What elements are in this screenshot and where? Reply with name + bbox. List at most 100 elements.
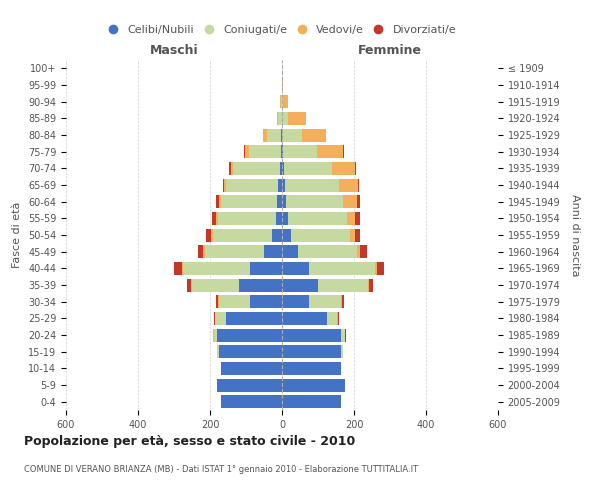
Bar: [341, 345, 343, 358]
Bar: [283, 145, 317, 158]
Bar: [368, 278, 370, 291]
Bar: [230, 162, 233, 175]
Bar: [216, 195, 219, 208]
Bar: [282, 162, 284, 175]
Bar: [226, 312, 282, 325]
Bar: [282, 128, 302, 141]
Bar: [282, 312, 327, 325]
Bar: [198, 245, 203, 258]
Bar: [203, 245, 205, 258]
Bar: [217, 345, 219, 358]
Bar: [282, 328, 341, 342]
Bar: [226, 178, 278, 192]
Bar: [280, 162, 282, 175]
Bar: [282, 295, 309, 308]
Bar: [272, 228, 282, 241]
Bar: [298, 245, 357, 258]
Bar: [282, 262, 309, 275]
Bar: [221, 395, 282, 408]
Bar: [282, 195, 286, 208]
Y-axis label: Fasce di età: Fasce di età: [13, 202, 22, 268]
Bar: [286, 195, 343, 208]
Bar: [212, 212, 216, 225]
Bar: [282, 112, 289, 125]
Text: Popolazione per età, sesso e stato civile - 2010: Popolazione per età, sesso e stato civil…: [24, 435, 355, 448]
Bar: [264, 245, 282, 258]
Bar: [219, 345, 282, 358]
Bar: [309, 295, 341, 308]
Bar: [355, 212, 361, 225]
Bar: [239, 278, 282, 291]
Bar: [183, 262, 250, 275]
Bar: [224, 178, 226, 192]
Bar: [221, 195, 277, 208]
Bar: [283, 95, 288, 108]
Bar: [285, 178, 339, 192]
Bar: [282, 395, 341, 408]
Bar: [277, 112, 278, 125]
Bar: [221, 362, 282, 375]
Bar: [309, 262, 374, 275]
Bar: [282, 378, 345, 392]
Bar: [282, 178, 285, 192]
Bar: [318, 278, 368, 291]
Bar: [350, 228, 355, 241]
Bar: [206, 228, 211, 241]
Bar: [282, 95, 283, 108]
Bar: [284, 162, 332, 175]
Bar: [229, 162, 230, 175]
Bar: [343, 195, 357, 208]
Bar: [370, 278, 373, 291]
Bar: [347, 212, 355, 225]
Bar: [280, 95, 281, 108]
Bar: [192, 278, 239, 291]
Bar: [355, 162, 356, 175]
Bar: [357, 245, 361, 258]
Bar: [233, 162, 280, 175]
Bar: [248, 145, 281, 158]
Legend: Celibi/Nubili, Coniugati/e, Vedovi/e, Divorziati/e: Celibi/Nubili, Coniugati/e, Vedovi/e, Di…: [103, 20, 461, 40]
Bar: [281, 128, 282, 141]
Bar: [244, 145, 245, 158]
Bar: [282, 212, 289, 225]
Bar: [281, 95, 282, 108]
Bar: [374, 262, 377, 275]
Bar: [341, 295, 342, 308]
Bar: [289, 212, 347, 225]
Text: COMUNE DI VERANO BRIANZA (MB) - Dati ISTAT 1° gennaio 2010 - Elaborazione TUTTIT: COMUNE DI VERANO BRIANZA (MB) - Dati IST…: [24, 465, 418, 474]
Bar: [377, 262, 384, 275]
Bar: [182, 262, 183, 275]
Bar: [277, 195, 282, 208]
Bar: [214, 312, 215, 325]
Bar: [302, 128, 326, 141]
Bar: [245, 145, 248, 158]
Bar: [217, 378, 282, 392]
Bar: [223, 178, 224, 192]
Bar: [211, 228, 212, 241]
Bar: [358, 178, 359, 192]
Bar: [337, 312, 338, 325]
Y-axis label: Anni di nascita: Anni di nascita: [570, 194, 580, 276]
Bar: [278, 178, 282, 192]
Text: Femmine: Femmine: [358, 44, 422, 57]
Bar: [263, 128, 267, 141]
Bar: [361, 245, 367, 258]
Bar: [218, 212, 275, 225]
Bar: [339, 178, 358, 192]
Text: Maschi: Maschi: [149, 44, 199, 57]
Bar: [357, 195, 360, 208]
Bar: [219, 295, 250, 308]
Bar: [267, 128, 281, 141]
Bar: [342, 295, 344, 308]
Bar: [332, 162, 355, 175]
Bar: [250, 262, 282, 275]
Bar: [217, 295, 218, 308]
Bar: [214, 328, 217, 342]
Bar: [341, 328, 345, 342]
Bar: [212, 228, 272, 241]
Bar: [187, 278, 191, 291]
Bar: [216, 212, 218, 225]
Bar: [250, 295, 282, 308]
Bar: [205, 245, 264, 258]
Bar: [175, 262, 182, 275]
